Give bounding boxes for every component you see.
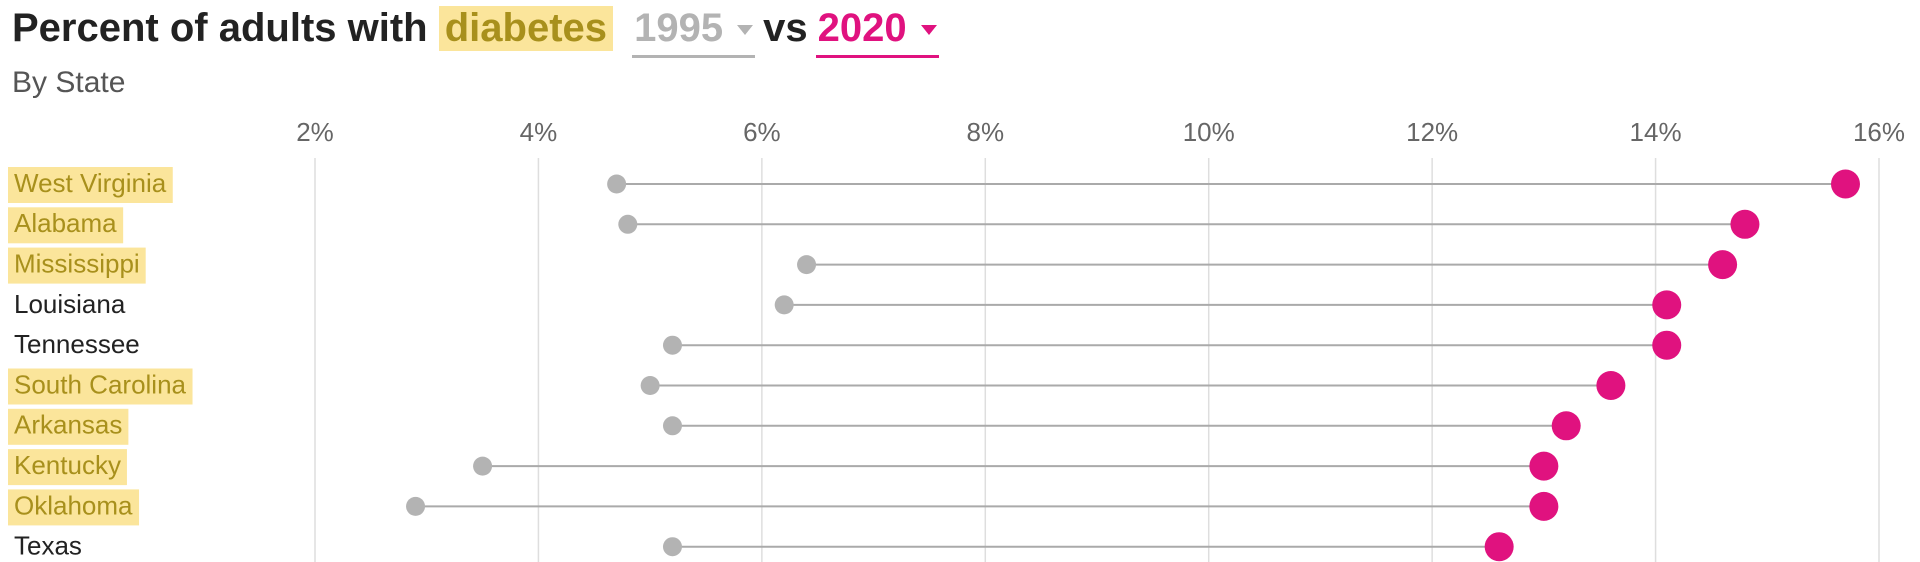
title-text: Percent of adults with xyxy=(12,6,428,50)
dot-2020 xyxy=(1529,491,1559,521)
title-highlight: diabetes xyxy=(438,6,614,51)
dot-2020 xyxy=(1830,169,1860,199)
label-highlight xyxy=(8,167,173,203)
row-label: Tennessee xyxy=(14,329,140,359)
row-label: Kentucky xyxy=(8,449,127,486)
row-label: Oklahoma xyxy=(8,489,140,526)
dot-2020 xyxy=(1529,451,1559,481)
dot-1995 xyxy=(662,335,682,355)
category-label: Tennessee xyxy=(14,329,140,359)
category-label: Kentucky xyxy=(14,450,121,480)
category-label: Louisiana xyxy=(14,289,126,319)
dot-2020 xyxy=(1484,532,1514,562)
dot-1995 xyxy=(662,537,682,557)
year-dropdown[interactable]: 1995 xyxy=(632,6,756,58)
label-highlight xyxy=(8,247,146,284)
dot-1995 xyxy=(640,376,660,395)
category-label: Alabama xyxy=(14,208,117,238)
dot-1995 xyxy=(406,496,426,516)
dot-1995 xyxy=(618,214,638,234)
year-dropdown[interactable]: 2020 xyxy=(815,6,939,58)
title: Percent of adults with diabetes 1995 vs 20… xyxy=(12,6,947,58)
dot-2020 xyxy=(1708,250,1738,280)
dot-1995 xyxy=(473,456,493,476)
label-highlight xyxy=(8,408,129,445)
x-tick-label: 14% xyxy=(1630,117,1682,147)
dot-1995 xyxy=(774,295,794,315)
category-label: Oklahoma xyxy=(14,490,133,520)
x-tick-label: 2% xyxy=(296,117,334,147)
subtitle: By State xyxy=(12,66,126,99)
label-highlight xyxy=(8,489,140,526)
dot-1995 xyxy=(607,174,627,194)
title-connector: vs xyxy=(763,6,808,50)
row-label: Louisiana xyxy=(14,289,126,319)
x-tick-label: 10% xyxy=(1183,117,1235,147)
dot-2020 xyxy=(1652,330,1682,360)
dot-2020 xyxy=(1596,371,1626,400)
category-label: South Carolina xyxy=(14,369,187,399)
dot-2020 xyxy=(1730,209,1760,239)
x-tick-label: 4% xyxy=(520,117,558,147)
label-highlight xyxy=(8,449,127,486)
row-label: West Virginia xyxy=(8,167,173,203)
row-label: Arkansas xyxy=(8,408,129,445)
category-label: Mississippi xyxy=(14,248,140,278)
row-label: Alabama xyxy=(8,207,124,244)
category-label: Texas xyxy=(14,531,82,561)
category-label: Arkansas xyxy=(14,410,122,440)
x-tick-label: 8% xyxy=(966,117,1004,147)
dot-2020 xyxy=(1652,290,1682,320)
label-highlight xyxy=(8,368,193,405)
grid xyxy=(314,158,1880,562)
dot-1995 xyxy=(797,255,817,275)
x-tick-label: 12% xyxy=(1406,117,1458,147)
category-label: West Virginia xyxy=(14,168,167,198)
x-tick-label: 16% xyxy=(1853,117,1905,147)
row-label: Texas xyxy=(14,531,82,561)
dot-1995 xyxy=(662,416,682,436)
x-tick-label: 6% xyxy=(743,117,781,147)
dot-2020 xyxy=(1551,411,1581,441)
label-highlight xyxy=(8,207,124,244)
row-label: Mississippi xyxy=(8,247,146,284)
row-label: South Carolina xyxy=(8,368,193,405)
